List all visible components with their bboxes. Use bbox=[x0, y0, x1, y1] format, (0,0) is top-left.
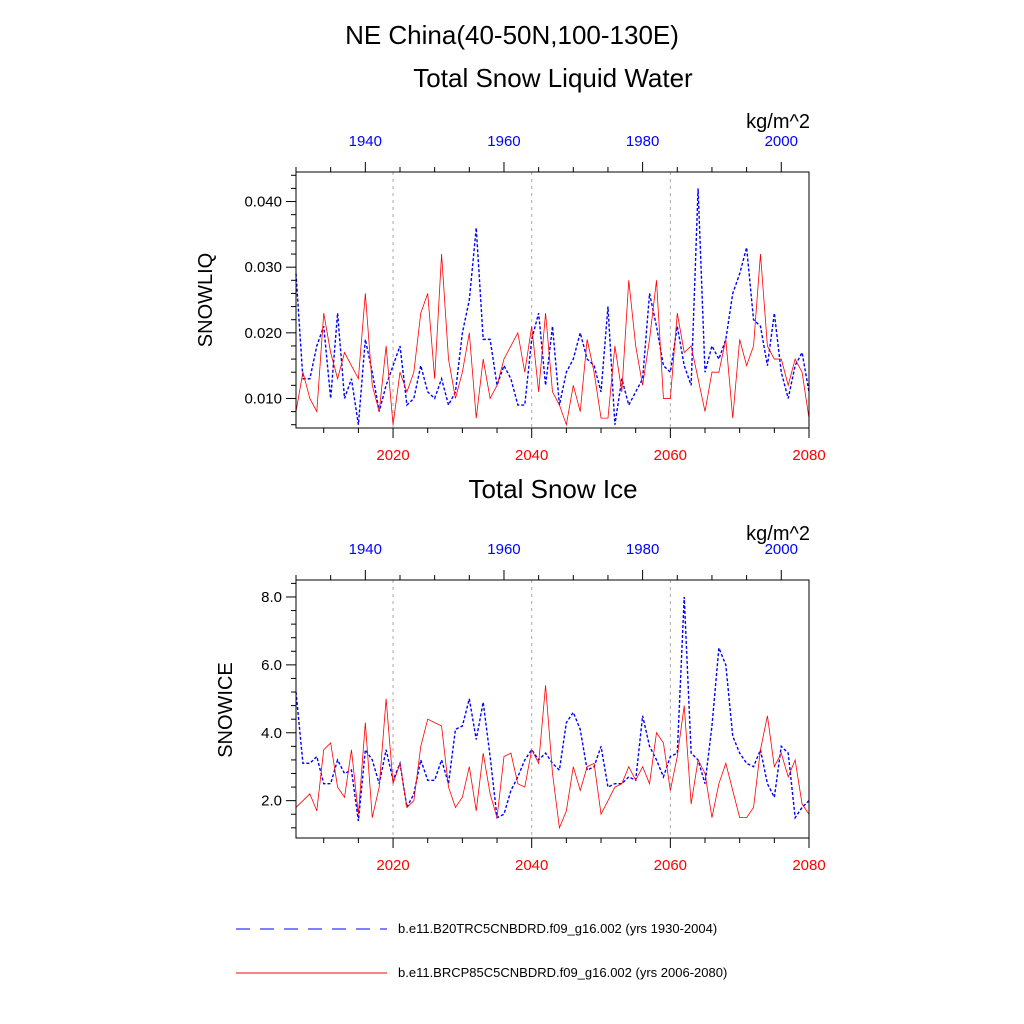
snowice-ytick-label: 8.0 bbox=[261, 589, 282, 606]
snowliq-plot-frame bbox=[295, 171, 810, 429]
snowice-ytick-label: 2.0 bbox=[261, 793, 282, 810]
panel-snowliq: Total Snow Liquid Water kg/m^2 SNOWLIQ 0… bbox=[195, 63, 826, 464]
snowliq-series-rcp85-line bbox=[295, 254, 810, 427]
snowice-xtick-bottom-label: 2040 bbox=[515, 857, 548, 874]
snowice-xtick-bottom-label: 2080 bbox=[792, 857, 825, 874]
snowliq-xtick-top-label: 1960 bbox=[487, 133, 520, 150]
panel-snowliq-ylabel: SNOWLIQ bbox=[195, 253, 217, 347]
snowice-series-historical-line bbox=[295, 596, 810, 822]
snowice-xtick-top-label: 2000 bbox=[765, 541, 798, 558]
snowice-plot-frame bbox=[295, 579, 810, 839]
snowliq-ytick-label: 0.010 bbox=[244, 390, 282, 407]
figure-title: NE China(40-50N,100-130E) bbox=[345, 20, 679, 50]
panel-snowliq-title: Total Snow Liquid Water bbox=[413, 63, 693, 93]
snowice-xtick-top-label: 1960 bbox=[487, 541, 520, 558]
legend-label-rcp85: b.e11.BRCP85C5CNBDRD.f09_g16.002 (yrs 20… bbox=[398, 965, 727, 980]
snowice-ytick-label: 4.0 bbox=[261, 725, 282, 742]
snowliq-ytick-label: 0.020 bbox=[244, 325, 282, 342]
snowice-xtick-bottom-label: 2020 bbox=[376, 857, 409, 874]
panel-snowice-plot: 2.0 4.0 6.0 8.0 2020 2040 2060 2080 1940 1960 1980… bbox=[261, 541, 826, 874]
snowice-ytick-label: 6.0 bbox=[261, 657, 282, 674]
snowliq-series-historical-line bbox=[295, 188, 810, 425]
panel-snowice: Total Snow Ice kg/m^2 SNOWICE 2.0 4.0 6.0 8… bbox=[215, 474, 826, 874]
snowliq-xtick-bottom-label: 2060 bbox=[654, 447, 687, 464]
panel-snowice-units: kg/m^2 bbox=[746, 523, 810, 545]
snowliq-xtick-top-label: 2000 bbox=[765, 133, 798, 150]
panel-snowice-title: Total Snow Ice bbox=[468, 474, 637, 504]
panel-snowice-ylabel: SNOWICE bbox=[215, 662, 237, 758]
snowice-xtick-top-label: 1940 bbox=[349, 541, 382, 558]
panel-snowliq-units: kg/m^2 bbox=[746, 111, 810, 133]
panel-snowliq-plot: 0.010 0.020 0.030 0.040 2020 2040 2060 2080 1940… bbox=[244, 133, 825, 464]
snowliq-ytick-label: 0.040 bbox=[244, 194, 282, 211]
snowliq-xtick-top-label: 1980 bbox=[626, 133, 659, 150]
legend-label-historical: b.e11.B20TRC5CNBDRD.f09_g16.002 (yrs 193… bbox=[398, 921, 717, 936]
snowliq-xtick-bottom-label: 2080 bbox=[792, 447, 825, 464]
snowice-xtick-bottom-label: 2060 bbox=[654, 857, 687, 874]
snowliq-xtick-top-label: 1940 bbox=[349, 133, 382, 150]
snowliq-ytick-label: 0.030 bbox=[244, 259, 282, 276]
snowice-series-rcp85-line bbox=[295, 685, 810, 830]
snowliq-xtick-bottom-label: 2020 bbox=[376, 447, 409, 464]
snowliq-xtick-bottom-label: 2040 bbox=[515, 447, 548, 464]
legend: b.e11.B20TRC5CNBDRD.f09_g16.002 (yrs 193… bbox=[236, 921, 727, 980]
snowice-xtick-top-label: 1980 bbox=[626, 541, 659, 558]
